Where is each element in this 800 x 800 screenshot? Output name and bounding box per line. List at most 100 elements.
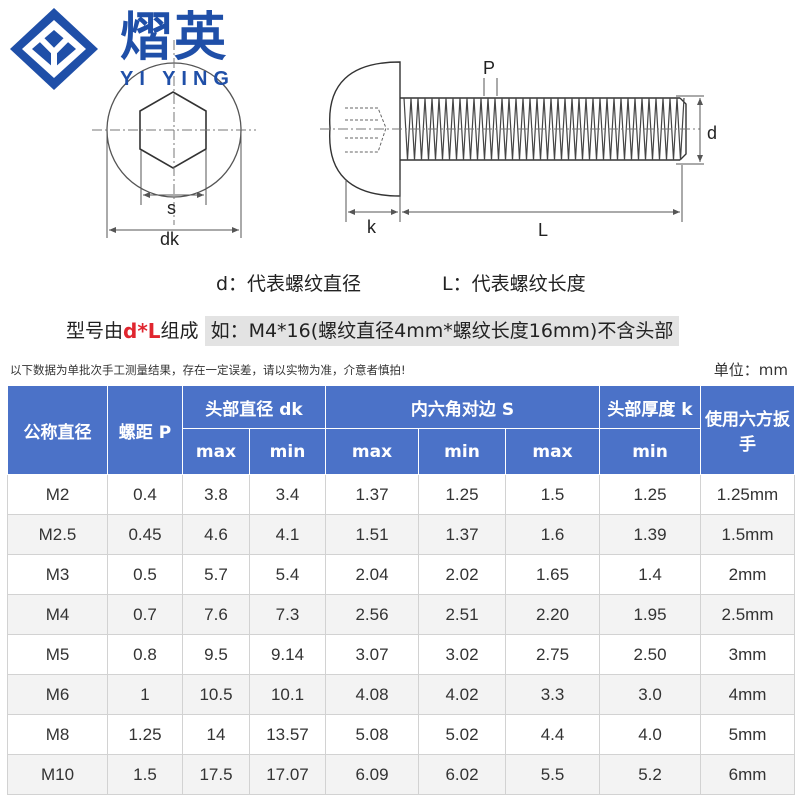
table-cell: 2.75 [504,634,601,675]
table-row: M8 1.25 14 13.57 5.08 5.02 4.4 4.0 5mm [7,714,796,755]
subheader: min [599,428,702,475]
header-pitch: 螺距 P [107,385,183,475]
table-cell: 3.02 [418,634,506,675]
table-cell: 5.08 [325,714,419,755]
subheader: min [418,428,506,475]
model-example: 如：M4*16(螺纹直径4mm*螺纹长度16mm)不含头部 [204,316,680,346]
table-cell: 0.5 [107,554,183,595]
table-cell: 1.25 [599,474,702,515]
brand-name-cn: 熠英 [120,7,229,68]
legend-L: L：代表螺纹长度 [442,273,586,295]
table-cell: 1.39 [599,514,702,555]
unit-label: 单位：mm [713,361,788,379]
brand-logo: 熠英 YI YING [8,6,248,92]
table-cell: 10.5 [182,674,250,715]
table-cell: 5.7 [182,554,250,595]
label-L: L [538,220,548,240]
model-mid: 组成 [160,320,199,342]
table-row: M2 0.4 3.8 3.4 1.37 1.25 1.5 1.25 1.25mm [7,474,796,515]
table-cell: 1.25mm [700,474,796,515]
table-cell: 1.51 [325,514,419,555]
subheader: max [504,428,601,475]
table-cell: 0.8 [107,634,183,675]
table-cell: 1.5 [107,754,183,795]
table-cell: M10 [7,754,108,795]
label-P: P [483,58,495,78]
table-cell: M2.5 [7,514,108,555]
table-cell: 2.5mm [700,594,796,635]
header-nominal: 公称直径 [7,385,108,475]
table-cell: 5.2 [599,754,702,795]
label-s: s [167,198,176,218]
table-row: M4 0.7 7.6 7.3 2.56 2.51 2.20 1.95 2.5mm [7,594,796,635]
legend-d: d：代表螺纹直径 [216,273,362,295]
label-d: d [707,123,717,143]
header-wrench: 使用六方扳手 [700,385,796,475]
label-dk: dk [160,229,180,249]
table-row: M6 1 10.5 10.1 4.08 4.02 3.3 3.0 4mm [7,674,796,715]
table-cell: 1 [107,674,183,715]
table-row: M10 1.5 17.5 17.07 6.09 6.02 5.5 5.2 6mm [7,754,796,795]
table-cell: 2.50 [599,634,702,675]
table-row: M5 0.8 9.5 9.14 3.07 3.02 2.75 2.50 3mm [7,634,796,675]
model-prefix: 型号由 [66,320,124,342]
table-cell: 2.20 [504,594,601,635]
table-cell: M4 [7,594,108,635]
table-cell: 5.02 [418,714,506,755]
table-cell: M2 [7,474,108,515]
table-cell: 4.4 [504,714,601,755]
table-cell: M3 [7,554,108,595]
table-cell: 4mm [700,674,796,715]
model-highlight: d*L [123,319,161,343]
table-cell: 7.6 [182,594,250,635]
table-cell: 9.14 [249,634,326,675]
table-cell: 2.56 [325,594,419,635]
table-cell: 1.5 [504,474,601,515]
table-cell: 4.02 [418,674,506,715]
measurement-note: 以下数据为单批次手工测量结果，存在一定误差，请以实物为准，介意者慎拍! [10,363,406,377]
table-cell: 4.08 [325,674,419,715]
header-s: 内六角对边 S [324,385,601,429]
header-k: 头部厚度 k [599,385,702,429]
table-cell: 0.7 [107,594,183,635]
table-cell: M6 [7,674,108,715]
table-row: M2.5 0.45 4.6 4.1 1.51 1.37 1.6 1.39 1.5mm [7,514,796,555]
spec-table: 公称直径 螺距 P 头部直径 dk 内六角对边 S 头部厚度 k 使用六方扳手 … [7,385,796,795]
logo-mark-icon [10,8,98,90]
table-cell: 1.4 [599,554,702,595]
table-cell: 6mm [700,754,796,795]
table-cell: 1.37 [325,474,419,515]
table-cell: 14 [182,714,250,755]
table-cell: 1.95 [599,594,702,635]
table-cell: 6.09 [325,754,419,795]
screw-diagram: s dk P d k L [92,40,717,249]
table-cell: M8 [7,714,108,755]
subheader: max [182,428,250,475]
table-cell: 17.07 [249,754,326,795]
head-front-view [92,40,256,238]
table-cell: 9.5 [182,634,250,675]
table-cell: 4.1 [249,514,326,555]
header-dk: 头部直径 dk [182,385,326,429]
table-cell: 3.4 [249,474,326,515]
table-cell: 3mm [700,634,796,675]
table-cell: 5.4 [249,554,326,595]
label-k: k [367,217,377,237]
table-cell: 1.25 [418,474,506,515]
table-cell: 2.51 [418,594,506,635]
table-cell: 2.02 [418,554,506,595]
table-cell: 5.5 [504,754,601,795]
table-cell: 17.5 [182,754,250,795]
table-cell: 4.0 [599,714,702,755]
table-cell: 7.3 [249,594,326,635]
table-cell: M5 [7,634,108,675]
screw-side-view [320,61,704,222]
table-cell: 3.0 [599,674,702,715]
table-cell: 0.45 [107,514,183,555]
brand-name-en: YI YING [120,68,235,90]
table-cell: 2.04 [325,554,419,595]
table-cell: 0.4 [107,474,183,515]
table-cell: 1.65 [504,554,601,595]
table-cell: 6.02 [418,754,506,795]
table-cell: 1.5mm [700,514,796,555]
